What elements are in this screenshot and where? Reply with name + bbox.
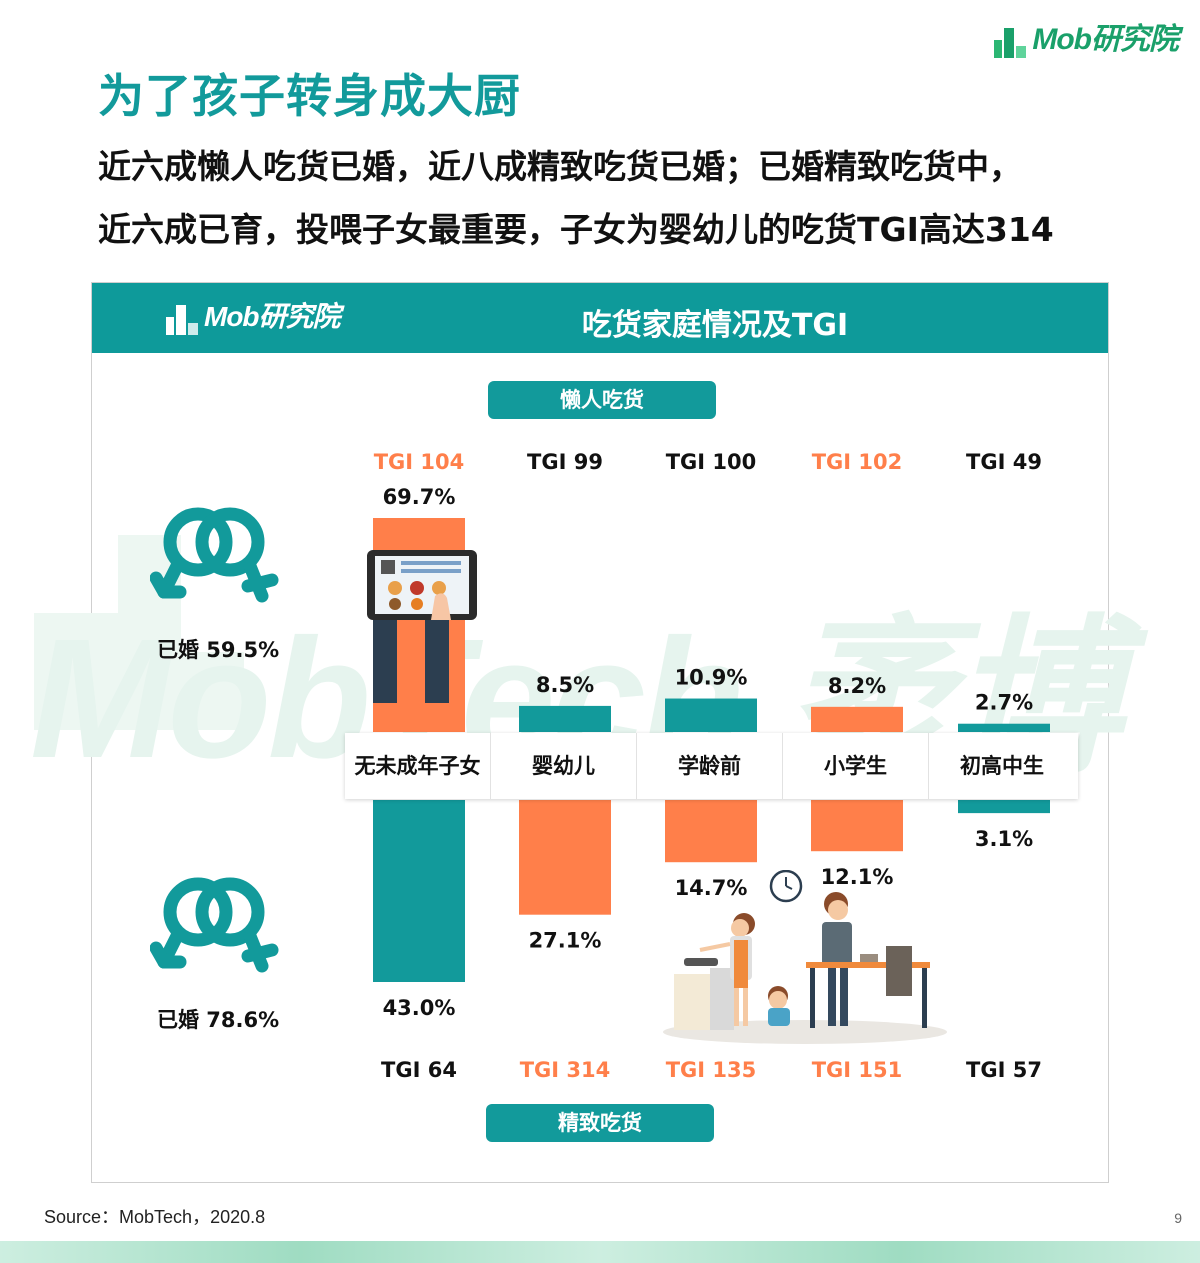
category-label: 学龄前 xyxy=(637,733,783,799)
bar-lazy xyxy=(811,706,903,732)
panel-logo: Mob研究院 xyxy=(166,295,341,335)
tgi-label-refined: TGI 135 xyxy=(666,1058,757,1082)
category-label: 初高中生 xyxy=(960,754,1044,778)
value-label-refined: 3.1% xyxy=(975,827,1033,851)
tgi-label-refined: TGI 314 xyxy=(520,1058,611,1082)
tgi-label-refined: TGI 151 xyxy=(812,1058,903,1082)
panel-header: Mob研究院 吃货家庭情况及TGI xyxy=(92,283,1108,353)
tgi-label-refined: TGI 64 xyxy=(381,1058,457,1082)
value-label-lazy: 2.7% xyxy=(975,691,1033,715)
brand-logo: Mob研究院 xyxy=(994,14,1179,58)
tgi-label-lazy: TGI 99 xyxy=(527,450,603,474)
bar-lazy xyxy=(665,698,757,732)
chart-panel: Mob研究院 吃货家庭情况及TGI xyxy=(91,282,1109,1183)
bar-refined xyxy=(958,800,1050,814)
tgi-label-lazy: TGI 102 xyxy=(812,450,903,474)
source-note: Source：MobTech，2020.8 xyxy=(44,1207,266,1227)
value-label-refined: 14.7% xyxy=(675,876,748,900)
value-label-refined: 43.0% xyxy=(383,996,456,1020)
series-pill-refined: 精致吃货 xyxy=(486,1104,714,1142)
value-label-lazy: 8.2% xyxy=(828,674,886,698)
married-couple-icon-bottom xyxy=(150,877,279,973)
subtitle-line-2: 近六成已育，投喂子女最重要，子女为婴幼儿的吃货TGI高达314 xyxy=(98,210,1054,249)
value-label-lazy: 8.5% xyxy=(536,673,594,697)
page-number: 9 xyxy=(1174,1210,1182,1226)
panel-logo-icon xyxy=(166,301,200,335)
footer-strip xyxy=(0,1241,1200,1263)
tgi-label-lazy: TGI 100 xyxy=(666,450,757,474)
category-label: 婴幼儿 xyxy=(491,733,637,799)
tgi-label-refined: TGI 57 xyxy=(966,1058,1042,1082)
family-cooking-illustration xyxy=(663,870,947,1044)
category-axis: 无未成年子女 婴幼儿 学龄前 小学生 初高中生 xyxy=(345,733,1078,799)
brand-logo-icon xyxy=(994,24,1028,58)
value-label-refined: 12.1% xyxy=(821,865,894,889)
tablet-hand-illustration xyxy=(367,550,477,703)
category-label: 小学生 xyxy=(783,733,929,799)
tgi-label-lazy: TGI 104 xyxy=(374,450,465,474)
category-label: 无未成年子女 xyxy=(345,733,491,799)
panel-logo-text: Mob研究院 xyxy=(204,301,341,332)
bar-refined xyxy=(519,800,611,915)
bar-refined xyxy=(373,800,465,982)
page-title: 为了孩子转身成大厨 xyxy=(98,69,521,123)
bar-lazy xyxy=(519,705,611,732)
bar-lazy xyxy=(958,723,1050,732)
series-pill-lazy: 懒人吃货 xyxy=(488,381,716,419)
value-label-lazy: 69.7% xyxy=(383,485,456,509)
panel-title: 吃货家庭情况及TGI xyxy=(581,308,849,343)
bar-refined xyxy=(811,800,903,852)
bar-refined xyxy=(665,800,757,863)
married-label-lazy: 已婚 59.5% xyxy=(157,638,280,662)
brand-logo-text: Mob研究院 xyxy=(1032,23,1179,56)
married-couple-icon-top xyxy=(150,507,279,603)
value-label-lazy: 10.9% xyxy=(675,666,748,690)
married-label-refined: 已婚 78.6% xyxy=(157,1008,280,1032)
subtitle-line-1: 近六成懒人吃货已婚，近八成精致吃货已婚；已婚精致吃货中， xyxy=(98,147,1022,186)
value-label-refined: 27.1% xyxy=(529,929,602,953)
tgi-label-lazy: TGI 49 xyxy=(966,450,1042,474)
